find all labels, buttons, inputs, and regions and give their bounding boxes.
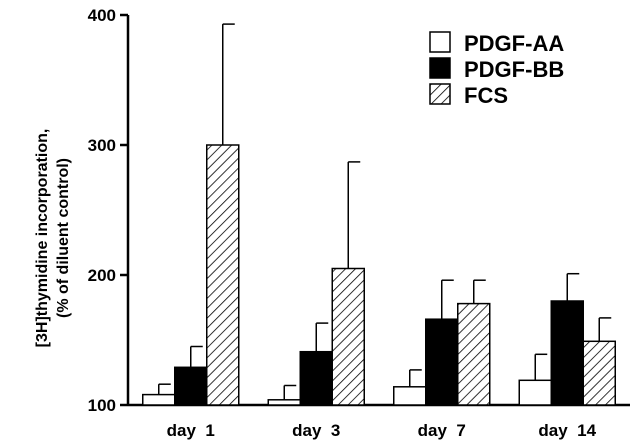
x-category-label: day 3 — [292, 421, 340, 440]
legend-label: PDGF-AA — [464, 31, 564, 56]
bar-pdgf-bb — [174, 366, 208, 406]
bar-pdgf-bb — [425, 318, 459, 406]
x-category-label: day 14 — [538, 421, 596, 440]
bar-pdgf-aa — [142, 393, 176, 406]
bar-pdgf-aa — [518, 379, 552, 406]
y-tick-label: 100 — [88, 396, 116, 415]
bar-fcs — [457, 302, 491, 406]
bar-fcs — [331, 267, 365, 406]
legend-swatch — [429, 31, 451, 53]
bar-pdgf-bb — [299, 350, 333, 406]
legend-swatch — [429, 57, 451, 79]
legend-label: PDGF-BB — [464, 57, 564, 82]
bar-pdgf-aa — [267, 399, 301, 406]
y-tick-label: 300 — [88, 136, 116, 155]
y-tick-label: 200 — [88, 266, 116, 285]
y-axis-label-line2: (% of diluent control) — [55, 158, 72, 318]
bars — [142, 23, 616, 406]
x-category-label: day 1 — [167, 421, 215, 440]
bar-fcs — [582, 340, 616, 406]
y-tick-label: 400 — [88, 6, 116, 25]
bar-pdgf-aa — [393, 386, 427, 406]
x-category-label: day 7 — [418, 421, 466, 440]
bar-pdgf-bb — [550, 300, 584, 406]
y-axis-label-line1: [3H]thymidine incorporation, — [34, 129, 51, 348]
bar-fcs — [206, 144, 240, 406]
legend-label: FCS — [464, 83, 508, 108]
legend-swatch — [429, 83, 451, 105]
